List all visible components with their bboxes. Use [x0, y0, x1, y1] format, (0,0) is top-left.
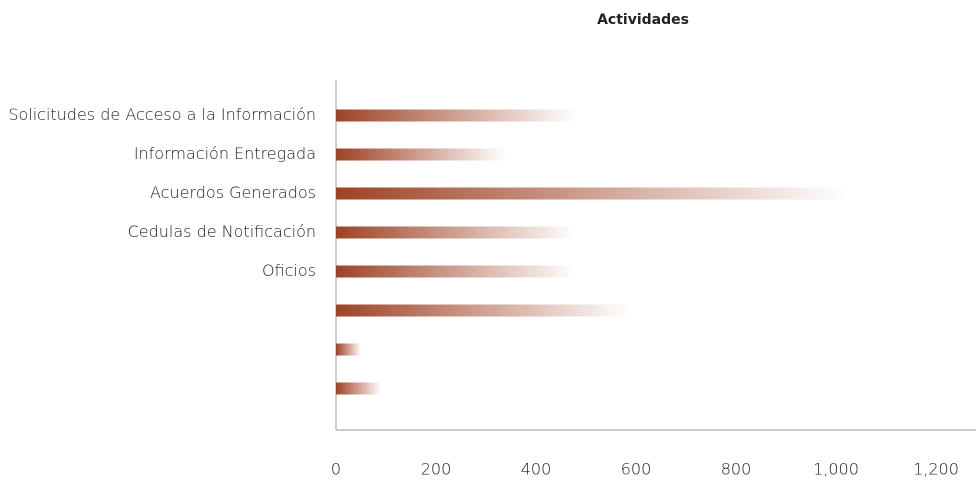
y-tick-label: Cedulas de Notificación	[128, 222, 316, 241]
y-tick-label: Información Entregada	[134, 144, 316, 163]
y-tick-label: Oficios	[262, 261, 316, 280]
x-tick-label: 1,200	[913, 460, 959, 479]
x-tick-label: 800	[721, 460, 752, 479]
y-tick-label: Solicitudes de Acceso a la Información	[8, 105, 316, 124]
bar	[336, 226, 576, 239]
bar	[336, 265, 576, 278]
bar	[336, 343, 361, 356]
bar	[336, 304, 629, 317]
bar	[336, 148, 506, 161]
bar	[336, 109, 576, 122]
x-tick-label: 600	[621, 460, 652, 479]
bar	[336, 187, 846, 200]
chart-title: Actividades	[597, 12, 689, 28]
x-tick-label: 200	[421, 460, 452, 479]
y-tick-label: Acuerdos Generados	[150, 183, 316, 202]
x-tick-label: 1,000	[813, 460, 859, 479]
x-tick-label: 0	[331, 460, 341, 479]
bar	[336, 382, 381, 395]
x-tick-label: 400	[521, 460, 552, 479]
